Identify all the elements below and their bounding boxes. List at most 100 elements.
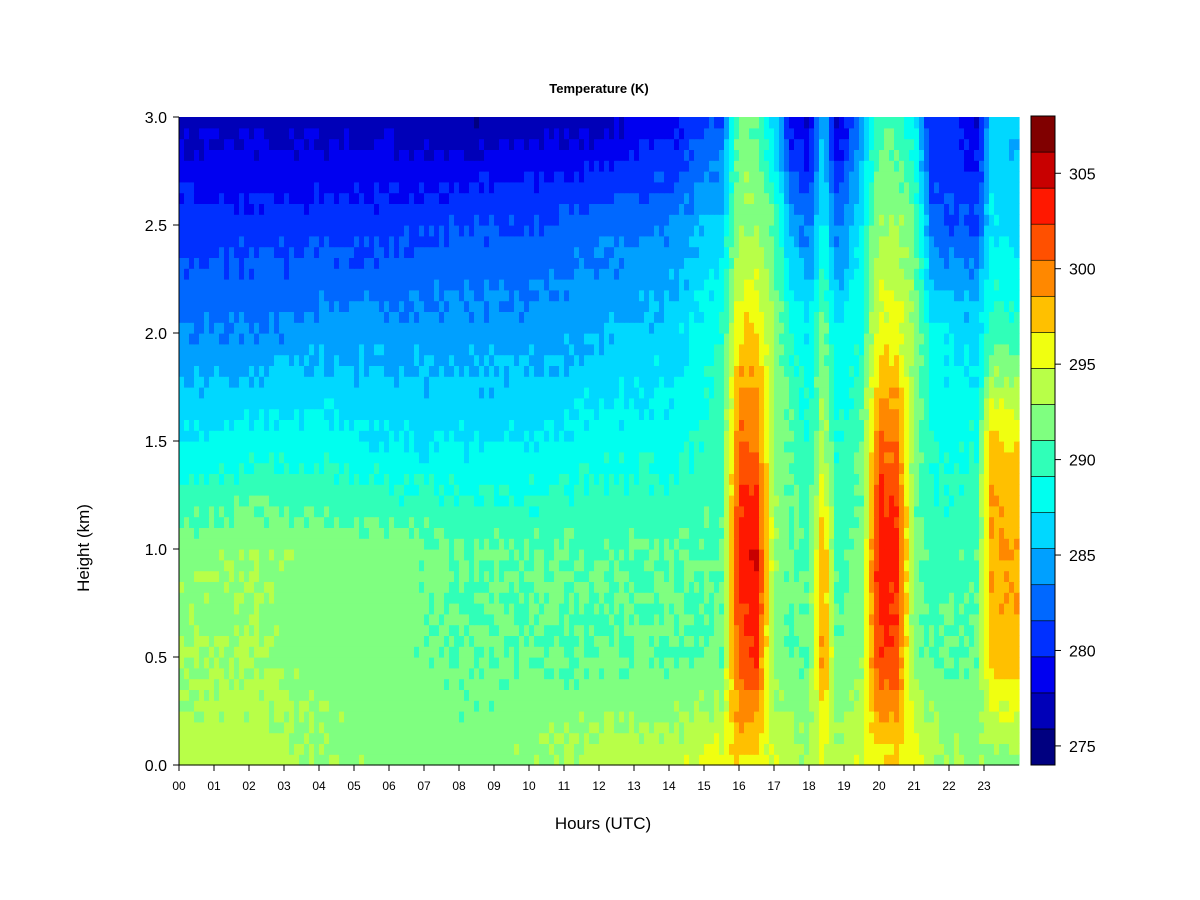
heatmap-cell — [479, 657, 485, 669]
heatmap-cell — [534, 721, 540, 734]
heatmap-cell — [224, 484, 230, 496]
heatmap-cell — [984, 570, 990, 582]
heatmap-cell — [519, 592, 525, 604]
heatmap-cell — [784, 613, 790, 626]
heatmap-cell — [549, 451, 555, 464]
heatmap-cell — [289, 549, 295, 561]
heatmap-cell — [314, 549, 320, 561]
heatmap-cell — [684, 505, 690, 518]
heatmap-cell — [799, 559, 805, 572]
heatmap-cell — [734, 700, 740, 712]
heatmap-cell — [629, 484, 635, 496]
heatmap-cell — [729, 516, 735, 528]
heatmap-cell — [859, 538, 865, 550]
heatmap-cell — [484, 743, 490, 755]
heatmap-cell — [214, 570, 220, 582]
heatmap-cell — [849, 538, 855, 550]
heatmap-cell — [339, 484, 345, 496]
heatmap-cell — [334, 538, 340, 550]
heatmap-cell — [459, 732, 465, 744]
heatmap-cell — [864, 527, 870, 539]
heatmap-cell — [884, 462, 890, 474]
heatmap-cell — [644, 689, 650, 701]
heatmap-cell — [434, 462, 440, 474]
heatmap-cell — [989, 495, 995, 507]
heatmap-cell — [994, 624, 1000, 636]
heatmap-cell — [514, 613, 520, 626]
heatmap-cell — [359, 581, 365, 593]
heatmap-cell — [469, 743, 475, 755]
heatmap-cell — [469, 441, 475, 453]
heatmap-cell — [509, 538, 515, 550]
heatmap-cell — [579, 451, 585, 464]
heatmap-cell — [359, 689, 365, 701]
heatmap-cell — [964, 559, 970, 572]
heatmap-cell — [719, 732, 725, 744]
heatmap-cell — [449, 700, 455, 712]
heatmap-cell — [414, 462, 420, 474]
heatmap-cell — [569, 527, 575, 539]
heatmap-cell — [494, 743, 500, 755]
heatmap-cell — [214, 592, 220, 604]
heatmap-cell — [789, 559, 795, 572]
heatmap-cell — [899, 516, 905, 528]
heatmap-cell — [749, 603, 755, 615]
heatmap-cell — [469, 581, 475, 593]
heatmap-cell — [659, 646, 665, 658]
heatmap-cell — [179, 754, 185, 766]
heatmap-cell — [679, 603, 685, 615]
heatmap-cell — [199, 495, 205, 507]
heatmap-cell — [499, 549, 505, 561]
heatmap-cell — [249, 646, 255, 658]
heatmap-cell — [749, 678, 755, 690]
heatmap-cell — [799, 657, 805, 669]
heatmap-cell — [514, 592, 520, 604]
heatmap-cell — [369, 743, 375, 755]
heatmap-cell — [759, 516, 765, 528]
heatmap-cell — [424, 700, 430, 712]
heatmap-cell — [704, 603, 710, 615]
heatmap-cell — [874, 711, 880, 723]
heatmap-cell — [934, 570, 940, 582]
heatmap-cell — [499, 484, 505, 496]
heatmap-cell — [224, 549, 230, 561]
heatmap-cell — [819, 743, 825, 755]
heatmap-cell — [714, 538, 720, 550]
heatmap-cell — [654, 700, 660, 712]
heatmap-cell — [799, 505, 805, 518]
heatmap-cell — [214, 441, 220, 453]
heatmap-cell — [779, 678, 785, 690]
heatmap-cell — [364, 678, 370, 690]
heatmap-cell — [1004, 603, 1010, 615]
heatmap-cell — [644, 754, 650, 766]
heatmap-cell — [209, 678, 215, 690]
heatmap-cell — [1014, 646, 1020, 658]
heatmap-cell — [984, 516, 990, 528]
heatmap-cell — [379, 462, 385, 474]
heatmap-cell — [299, 603, 305, 615]
heatmap-cell — [559, 700, 565, 712]
heatmap-cell — [439, 678, 445, 690]
heatmap-cell — [479, 646, 485, 658]
heatmap-cell — [489, 743, 495, 755]
heatmap-cell — [849, 613, 855, 626]
heatmap-cell — [654, 441, 660, 453]
heatmap-cell — [549, 754, 555, 766]
heatmap-cell — [919, 732, 925, 744]
heatmap-cell — [884, 538, 890, 550]
heatmap-cell — [464, 559, 470, 572]
heatmap-cell — [319, 462, 325, 474]
heatmap-cell — [314, 754, 320, 766]
heatmap-cell — [884, 613, 890, 626]
heatmap-cell — [379, 451, 385, 464]
heatmap-cell — [299, 624, 305, 636]
heatmap-cell — [409, 603, 415, 615]
heatmap-cell — [374, 603, 380, 615]
heatmap-cell — [969, 516, 975, 528]
heatmap-cell — [429, 559, 435, 572]
heatmap-cell — [779, 495, 785, 507]
heatmap-cell — [709, 462, 715, 474]
heatmap-cell — [419, 581, 425, 593]
heatmap-cell — [979, 516, 985, 528]
heatmap-cell — [844, 516, 850, 528]
